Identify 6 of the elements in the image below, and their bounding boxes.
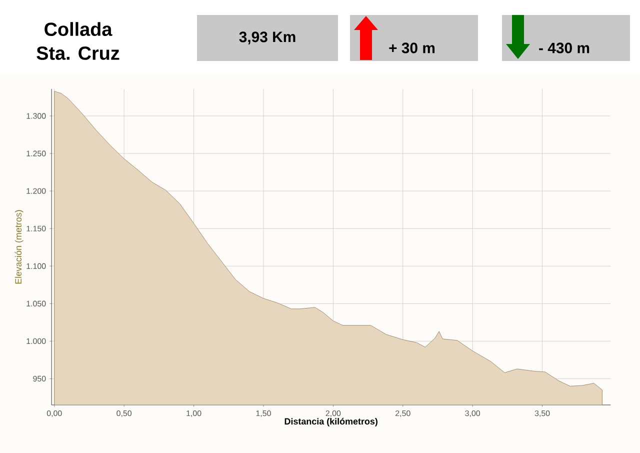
chart-title: Collada Sta. Cruz bbox=[36, 22, 120, 60]
x-axis-title: Distancia (kilómetros) bbox=[284, 418, 378, 426]
text: + 30 m bbox=[389, 42, 435, 54]
y-axis-title: Elevación (metros) bbox=[14, 210, 24, 284]
text: - 430 m bbox=[539, 42, 590, 54]
text: 3,93 Km bbox=[239, 32, 296, 44]
